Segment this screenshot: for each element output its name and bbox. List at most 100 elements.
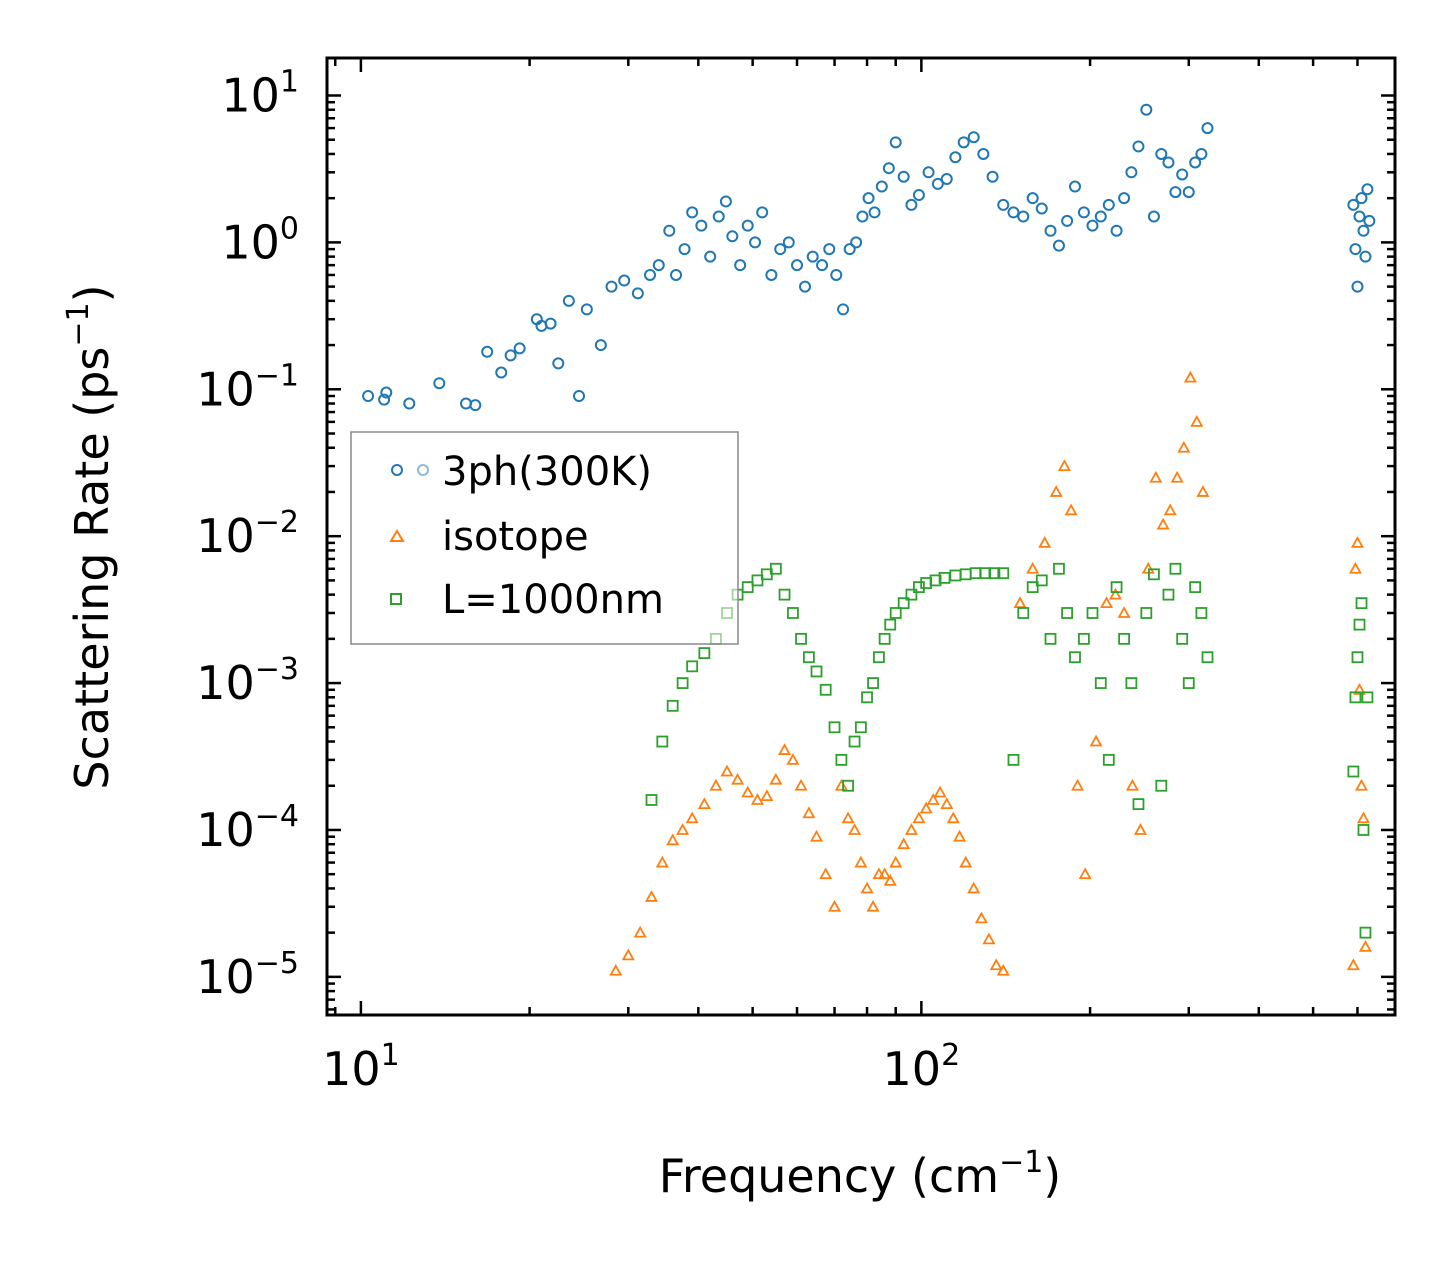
data-point (1156, 517, 1170, 530)
data-point (644, 890, 659, 902)
data-point (867, 677, 879, 689)
data-point (1201, 651, 1214, 664)
data-point (695, 219, 708, 232)
data-point (504, 349, 517, 362)
data-point (1026, 561, 1040, 574)
data-point (1155, 147, 1168, 160)
data-point (469, 399, 482, 412)
data-point (1044, 632, 1057, 645)
data-point (929, 574, 942, 587)
data-point (912, 811, 926, 824)
data-point (835, 753, 848, 766)
data-point (403, 397, 416, 410)
data-point (678, 243, 691, 256)
data-point (959, 568, 972, 581)
data-point (1057, 459, 1071, 471)
data-point (897, 597, 910, 610)
data-point (802, 806, 816, 819)
data-point (842, 779, 854, 792)
data-point (686, 660, 699, 673)
data-point (1026, 581, 1039, 594)
data-point (1140, 607, 1153, 619)
data-point (989, 958, 1003, 971)
data-point (1355, 597, 1368, 610)
data-point (1351, 651, 1364, 664)
data-point (1176, 632, 1189, 645)
data-point (1094, 210, 1107, 223)
data-point (949, 151, 962, 164)
legend-label-l1000nm: L=1000nm (442, 577, 664, 623)
data-point (633, 925, 647, 938)
data-point (656, 735, 669, 748)
data-point (1077, 206, 1090, 219)
data-point (378, 393, 391, 406)
data-point (580, 303, 593, 316)
data-point (685, 811, 699, 824)
data-point (481, 345, 494, 358)
data-point (1196, 485, 1210, 497)
legend-entry-3ph: 3ph(300K) (391, 449, 652, 495)
data-point (904, 823, 918, 835)
data-point (905, 198, 918, 211)
y-axis-title: Scattering Rate (ps−1) (61, 284, 119, 789)
data-point (931, 177, 944, 190)
y-tick-label: 10−2 (196, 505, 299, 563)
data-point (1044, 224, 1057, 237)
x-axis-title-text: Frequency (cm (659, 1149, 999, 1203)
data-point (362, 390, 375, 403)
y-tick-label: 101 (221, 64, 299, 122)
data-point (1149, 470, 1163, 483)
x-axis-title: Frequency (cm−1) (659, 1145, 1062, 1203)
data-point (1359, 250, 1372, 263)
data-point (1049, 485, 1063, 497)
y-tick-base: 10 (196, 509, 255, 563)
data-point (1352, 682, 1367, 695)
data-point (1026, 192, 1039, 205)
data-point (774, 243, 787, 256)
data-point (1349, 691, 1362, 704)
x-tick-base: 10 (883, 1042, 942, 1096)
data-point (1035, 202, 1048, 215)
data-point (834, 778, 848, 791)
data-point (926, 793, 940, 805)
data-point (1351, 280, 1364, 293)
data-point (573, 390, 586, 403)
data-point (860, 881, 874, 894)
data-point (1086, 607, 1099, 619)
data-point (861, 691, 873, 704)
data-point (1035, 574, 1048, 587)
data-point (940, 173, 953, 186)
data-point (982, 932, 996, 945)
data-point (676, 677, 689, 689)
data-point (889, 136, 902, 149)
data-point (957, 136, 970, 149)
data-point (1177, 440, 1191, 453)
y-tick-label: 100 (221, 211, 299, 269)
data-point (734, 259, 747, 272)
data-point (1052, 239, 1065, 252)
data-point (712, 210, 725, 223)
data-point (912, 189, 925, 202)
data-point (848, 823, 862, 835)
data-point (719, 195, 732, 208)
data-point (495, 366, 508, 379)
data-point (828, 721, 841, 734)
data-point (997, 198, 1010, 211)
data-point (854, 721, 867, 734)
data-point (1061, 607, 1074, 619)
data-point (1086, 219, 1099, 232)
data-point (949, 569, 962, 582)
data-point (1354, 778, 1369, 791)
series-3 (645, 562, 1374, 939)
legend-label-3ph: 3ph(300K) (442, 449, 652, 495)
legend-label-isotope: isotope (442, 514, 589, 560)
data-point (544, 317, 557, 330)
y-tick-base: 10 (221, 215, 280, 269)
data-point (769, 562, 782, 575)
data-point (698, 647, 711, 659)
data-point (1363, 214, 1376, 227)
data-point (778, 743, 792, 755)
data-point (988, 567, 1001, 580)
data-point (1094, 677, 1107, 689)
data-point (1013, 596, 1027, 609)
